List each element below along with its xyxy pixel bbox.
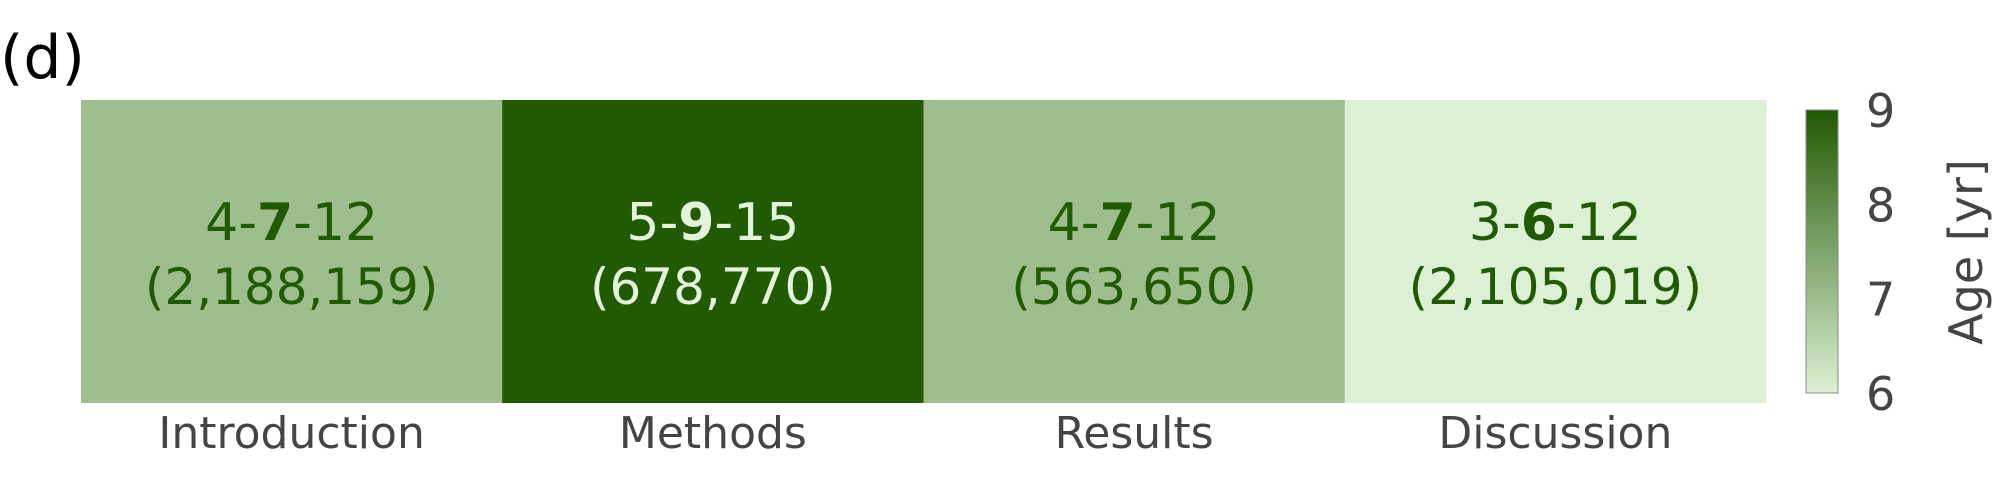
cell-median: 9 xyxy=(678,193,714,253)
cell-range-part: 5 xyxy=(626,193,659,253)
cell-range-part: 12 xyxy=(312,193,378,253)
colorbar-gradient xyxy=(1805,109,1839,394)
cell-range-part: - xyxy=(293,193,312,253)
colorbar-tick-label: 9 xyxy=(1866,84,1895,138)
cell-range-part: 15 xyxy=(733,193,799,253)
heatmap-cells: 4-7-12(2,188,159)5-9-15(678,770)4-7-12(5… xyxy=(81,100,1767,403)
colorbar-tick-label: 6 xyxy=(1866,367,1895,421)
cell-range-part: 12 xyxy=(1576,193,1642,253)
x-tick-label: Introduction xyxy=(158,408,424,459)
cell-range-part: - xyxy=(1081,193,1100,253)
cell-rect xyxy=(923,100,1346,403)
cell-range-part: - xyxy=(1136,193,1155,253)
cell-count-label: (563,650) xyxy=(1011,258,1257,316)
colorbar: 6 7 8 9 Age [yr] xyxy=(1805,84,1993,421)
panel-label: (d) xyxy=(0,23,85,93)
cell-rect xyxy=(502,100,924,403)
cell-median: 7 xyxy=(257,193,293,253)
colorbar-tick-label: 8 xyxy=(1866,178,1895,232)
colorbar-label: Age [yr] xyxy=(1939,159,1993,345)
cell-rect xyxy=(81,100,503,403)
cell-range-part: - xyxy=(1502,193,1521,253)
cell-range-part: - xyxy=(1557,193,1576,253)
cell-range-label: 4-7-12 xyxy=(205,193,378,253)
x-tick-label: Discussion xyxy=(1438,408,1672,459)
cell-range-label: 3-6-12 xyxy=(1469,193,1642,253)
cell-range-part: - xyxy=(659,193,678,253)
x-axis-labels: Introduction Methods Results Discussion xyxy=(158,408,1672,459)
cell-range-part: - xyxy=(714,193,733,253)
cell-range-label: 5-9-15 xyxy=(626,193,799,253)
x-tick-label: Methods xyxy=(619,408,807,459)
heatmap-cell-introduction: 4-7-12(2,188,159) xyxy=(81,100,503,403)
cell-range-part: - xyxy=(238,193,257,253)
cell-range-label: 4-7-12 xyxy=(1048,193,1221,253)
cell-range-part: 4 xyxy=(205,193,238,253)
cell-count-label: (678,770) xyxy=(590,258,836,316)
cell-count-label: (2,188,159) xyxy=(145,258,438,316)
cell-median: 6 xyxy=(1521,193,1557,253)
cell-range-part: 4 xyxy=(1048,193,1081,253)
cell-rect xyxy=(1344,100,1767,403)
x-tick-label: Results xyxy=(1055,408,1214,459)
cell-median: 7 xyxy=(1099,193,1135,253)
cell-range-part: 3 xyxy=(1469,193,1502,253)
cell-range-part: 12 xyxy=(1154,193,1220,253)
heatmap-cell-results: 4-7-12(563,650) xyxy=(923,100,1346,403)
heatmap-cell-discussion: 3-6-12(2,105,019) xyxy=(1344,100,1767,403)
cell-count-label: (2,105,019) xyxy=(1409,258,1702,316)
colorbar-tick-label: 7 xyxy=(1866,273,1895,327)
heatmap-cell-methods: 5-9-15(678,770) xyxy=(502,100,924,403)
